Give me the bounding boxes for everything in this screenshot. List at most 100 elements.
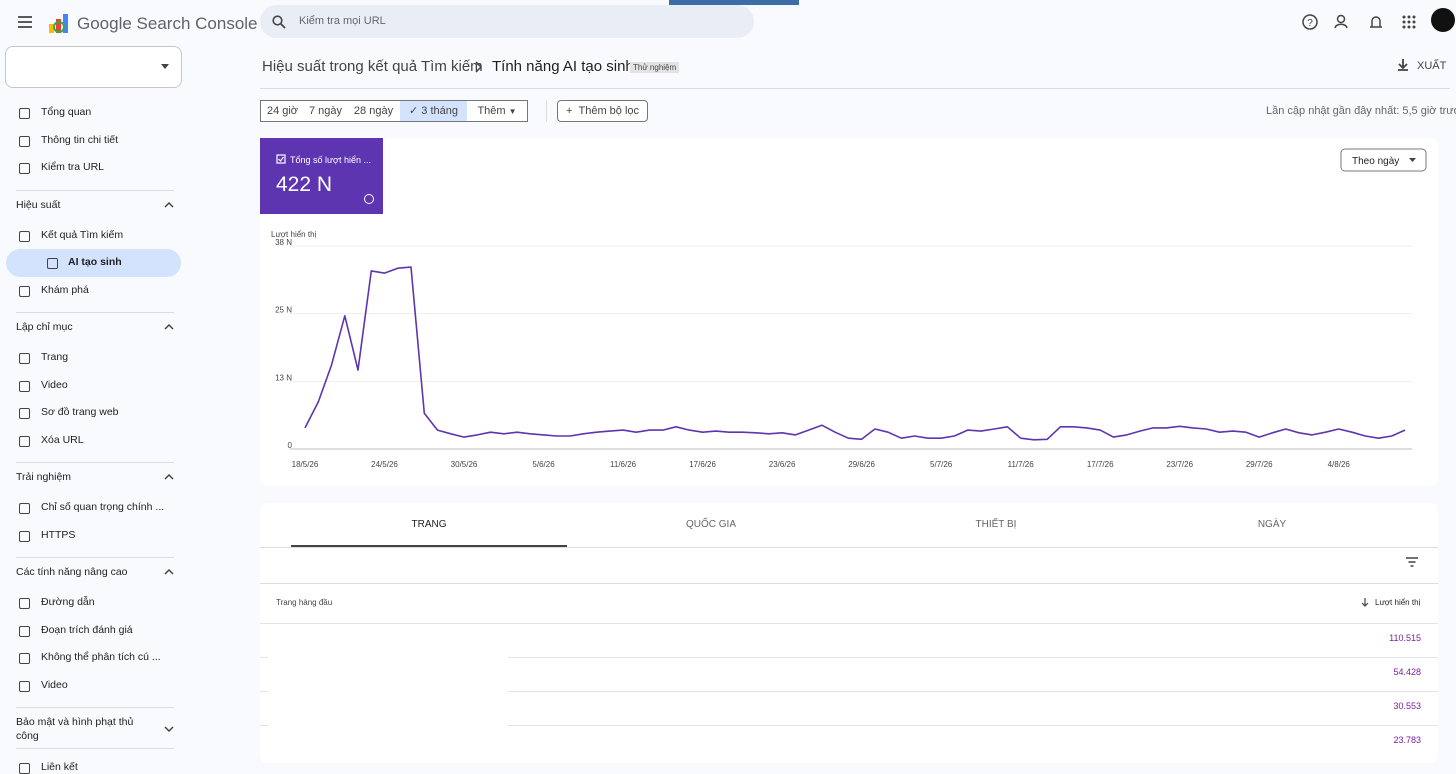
logo (49, 14, 68, 33)
divider (260, 88, 1450, 89)
section-title[interactable]: Bảo mật và hình phạt thủ công (16, 716, 134, 742)
filter-chip[interactable]: 24 giờ (260, 100, 305, 122)
nav-item[interactable]: Tổng quan (41, 106, 92, 118)
y-tick-label: 38 N (275, 238, 292, 247)
filter-label: Thêm (477, 105, 506, 117)
row-divider (260, 623, 1438, 624)
menu-icon[interactable] (16, 14, 36, 30)
page-body: Google Search Console Kiểm tra mọi URL ?… (5, 0, 1456, 774)
selected-highlight (6, 249, 181, 277)
nav-item[interactable]: Liên kết (41, 761, 78, 773)
row-divider (260, 691, 1438, 692)
nav-item[interactable]: AI tạo sinh (68, 256, 122, 268)
section-title[interactable]: Lập chỉ mục (16, 321, 73, 333)
divider (16, 462, 174, 463)
divider (16, 748, 174, 749)
row-divider (260, 657, 1438, 658)
section-title[interactable]: Hiệu suất (16, 198, 61, 211)
filter-chip[interactable]: 7 ngày (304, 100, 348, 122)
export-icon[interactable] (1396, 58, 1410, 72)
column-header[interactable]: Lượt hiển thị (1375, 598, 1421, 607)
avatar[interactable] (1431, 8, 1455, 32)
chevron[interactable] (164, 201, 174, 209)
nav-icon (19, 353, 30, 364)
svg-text:?: ? (1307, 18, 1313, 29)
chevron[interactable] (164, 473, 174, 481)
tab[interactable]: NGÀY (1257, 519, 1287, 530)
filter-label: 7 ngày (308, 105, 343, 117)
nav-item[interactable]: Kết quả Tìm kiếm (41, 228, 124, 241)
breadcrumb-parent[interactable]: Hiệu suất trong kết quả Tìm kiếm (262, 58, 483, 75)
plus-icon: + (565, 105, 579, 117)
nav-item[interactable]: Khám phá (41, 283, 89, 296)
chevron[interactable] (164, 323, 174, 331)
nav-icon (19, 625, 30, 637)
x-tick-label: 29/6/26 (848, 460, 875, 469)
nav-icon (19, 408, 30, 419)
nav-item[interactable]: Video (41, 678, 68, 691)
filter-chip[interactable]: Thêm ▼ (467, 100, 528, 122)
filter-icon[interactable] (1405, 556, 1419, 568)
dropdown-arrow (1409, 158, 1416, 162)
search-box[interactable]: Kiểm tra mọi URL (260, 5, 754, 38)
nav-icon (19, 435, 30, 447)
y-tick-label: 13 N (275, 373, 292, 382)
nav-icon (19, 598, 30, 609)
metric-label: Tổng số lượt hiển ... (290, 155, 371, 165)
add-filter-button[interactable]: + Thêm bộ lọc (557, 100, 648, 122)
divider (16, 557, 174, 558)
filter-label: 24 giờ (266, 105, 299, 117)
nav-item[interactable]: Đường dẫn (41, 596, 95, 608)
x-tick-label: 30/5/26 (451, 460, 478, 469)
nav-item[interactable]: Video (41, 378, 68, 391)
x-tick-label: 18/5/26 (292, 460, 319, 469)
sort-arrow[interactable] (1361, 598, 1369, 608)
section-title[interactable]: Trải nghiệm (16, 471, 72, 483)
row-value: 30.553 (1393, 701, 1421, 711)
tab[interactable]: TRANG (411, 519, 447, 530)
nav-item[interactable]: Sơ đồ trang web (41, 406, 119, 418)
nav-icon (19, 380, 30, 392)
nav-icon (19, 653, 30, 664)
nav-icon (19, 108, 30, 119)
nav-icon (47, 258, 58, 269)
tab[interactable]: QUỐC GIA (685, 519, 736, 530)
nav-item[interactable]: Chỉ số quan trọng chính ... (41, 501, 165, 513)
property-selector[interactable] (5, 46, 182, 88)
add-filter-label: Thêm bộ lọc (578, 105, 640, 117)
help-icon[interactable] (364, 194, 374, 204)
nav-item[interactable]: Thông tin chi tiết (41, 133, 119, 146)
granularity-select[interactable] (1340, 148, 1427, 172)
check (278, 156, 284, 162)
y-tick-label: 0 (288, 441, 293, 450)
row-value: 54.428 (1393, 667, 1421, 677)
nav-item[interactable]: HTTPS (41, 528, 76, 541)
nav-icon (19, 503, 30, 514)
nav-item[interactable]: Không thể phân tích cú ... (41, 651, 161, 663)
filter-chip[interactable]: 28 ngày (347, 100, 401, 122)
toolbar-icons[interactable]: ? (1300, 12, 1430, 32)
nav-item[interactable]: Đoạn trích đánh giá (41, 623, 133, 636)
export-button[interactable]: XUẤT (1417, 60, 1447, 72)
divider (260, 583, 1438, 584)
x-tick-label: 5/6/26 (532, 460, 555, 469)
row-value: 23.783 (1393, 735, 1421, 745)
nav-item[interactable]: Trang (41, 351, 69, 363)
metric-card[interactable] (260, 138, 383, 214)
last-updated: Lần cập nhật gần đây nhất: 5,5 giờ trước (1266, 105, 1456, 117)
metric-checkbox[interactable] (276, 154, 286, 164)
column-header: Trang hàng đầu (276, 598, 333, 607)
nav-item[interactable]: Xóa URL (41, 433, 84, 446)
row-value: 110.515 (1389, 633, 1421, 643)
nav-item[interactable]: Kiểm tra URL (41, 161, 105, 173)
chevron[interactable] (164, 568, 174, 576)
filter-chip[interactable]: ✓ 3 tháng (400, 100, 468, 122)
divider (16, 312, 174, 313)
y-axis-label: Lượt hiển thị (271, 230, 317, 239)
x-tick-label: 17/7/26 (1087, 460, 1114, 469)
nav-icon (19, 530, 30, 542)
chevron[interactable] (164, 725, 174, 733)
breadcrumb-chevron (475, 61, 483, 73)
section-title[interactable]: Các tính năng nâng cao (16, 566, 128, 578)
tab[interactable]: THIẾT BỊ (975, 519, 1017, 530)
